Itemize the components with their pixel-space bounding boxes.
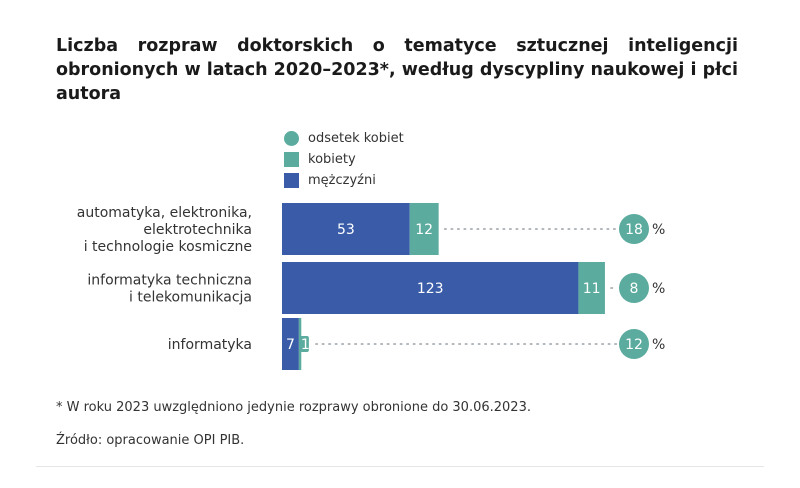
bar-women: [409, 203, 439, 255]
value-label-women: 12: [415, 222, 433, 238]
divider: [36, 466, 764, 467]
legend-label-women: kobiety: [308, 152, 356, 167]
percent-sign: %: [652, 281, 665, 297]
bar-men: [282, 262, 579, 314]
value-label-men: 53: [337, 222, 355, 238]
category-label: automatyka, elektronika, elektrotechnika i…: [77, 205, 252, 255]
legend: odsetek kobiet kobiety mężczyźni: [284, 128, 404, 191]
value-label-men: 7: [286, 337, 295, 353]
value-label-women-bg: [299, 336, 309, 352]
category-label-line: i technologie kosmiczne: [84, 239, 252, 255]
share-marker: [619, 273, 649, 303]
legend-item-women: kobiety: [284, 149, 404, 170]
share-marker: [619, 214, 649, 244]
bar-men: [282, 318, 299, 370]
source-note: Źródło: opracowanie OPI PIB.: [56, 433, 245, 448]
category-label-line: informatyka techniczna: [87, 273, 252, 289]
share-value-label: 8: [630, 281, 639, 297]
percent-sign: %: [652, 337, 665, 353]
value-label-men: 123: [417, 281, 444, 297]
legend-swatch-women: [284, 152, 299, 167]
legend-item-share: odsetek kobiet: [284, 128, 404, 149]
category-label-line: elektrotechnika: [143, 222, 252, 238]
legend-item-men: mężczyźni: [284, 170, 404, 191]
category-label: informatyka: [168, 337, 252, 353]
category-label-line: automatyka, elektronika,: [77, 205, 252, 221]
footnote: * W roku 2023 uwzględniono jedynie rozpr…: [56, 400, 531, 415]
category-label: informatyka techniczna i telekomunikacja: [87, 273, 252, 306]
bar-men: [282, 203, 410, 255]
percent-sign: %: [652, 222, 665, 238]
legend-label-men: mężczyźni: [308, 173, 376, 188]
legend-swatch-share: [284, 131, 299, 146]
value-label-women: 11: [583, 281, 601, 297]
bar-women: [578, 262, 605, 314]
legend-swatch-men: [284, 173, 299, 188]
category-label-line: informatyka: [168, 337, 252, 353]
share-marker: [619, 329, 649, 359]
chart-title: Liczba rozpraw doktorskich o tematyce sz…: [56, 36, 738, 104]
legend-label-share: odsetek kobiet: [308, 131, 404, 146]
category-label-line: i telekomunikacja: [129, 290, 252, 306]
share-value-label: 12: [625, 337, 643, 353]
value-label-women: 1: [301, 337, 310, 353]
share-value-label: 18: [625, 222, 643, 238]
